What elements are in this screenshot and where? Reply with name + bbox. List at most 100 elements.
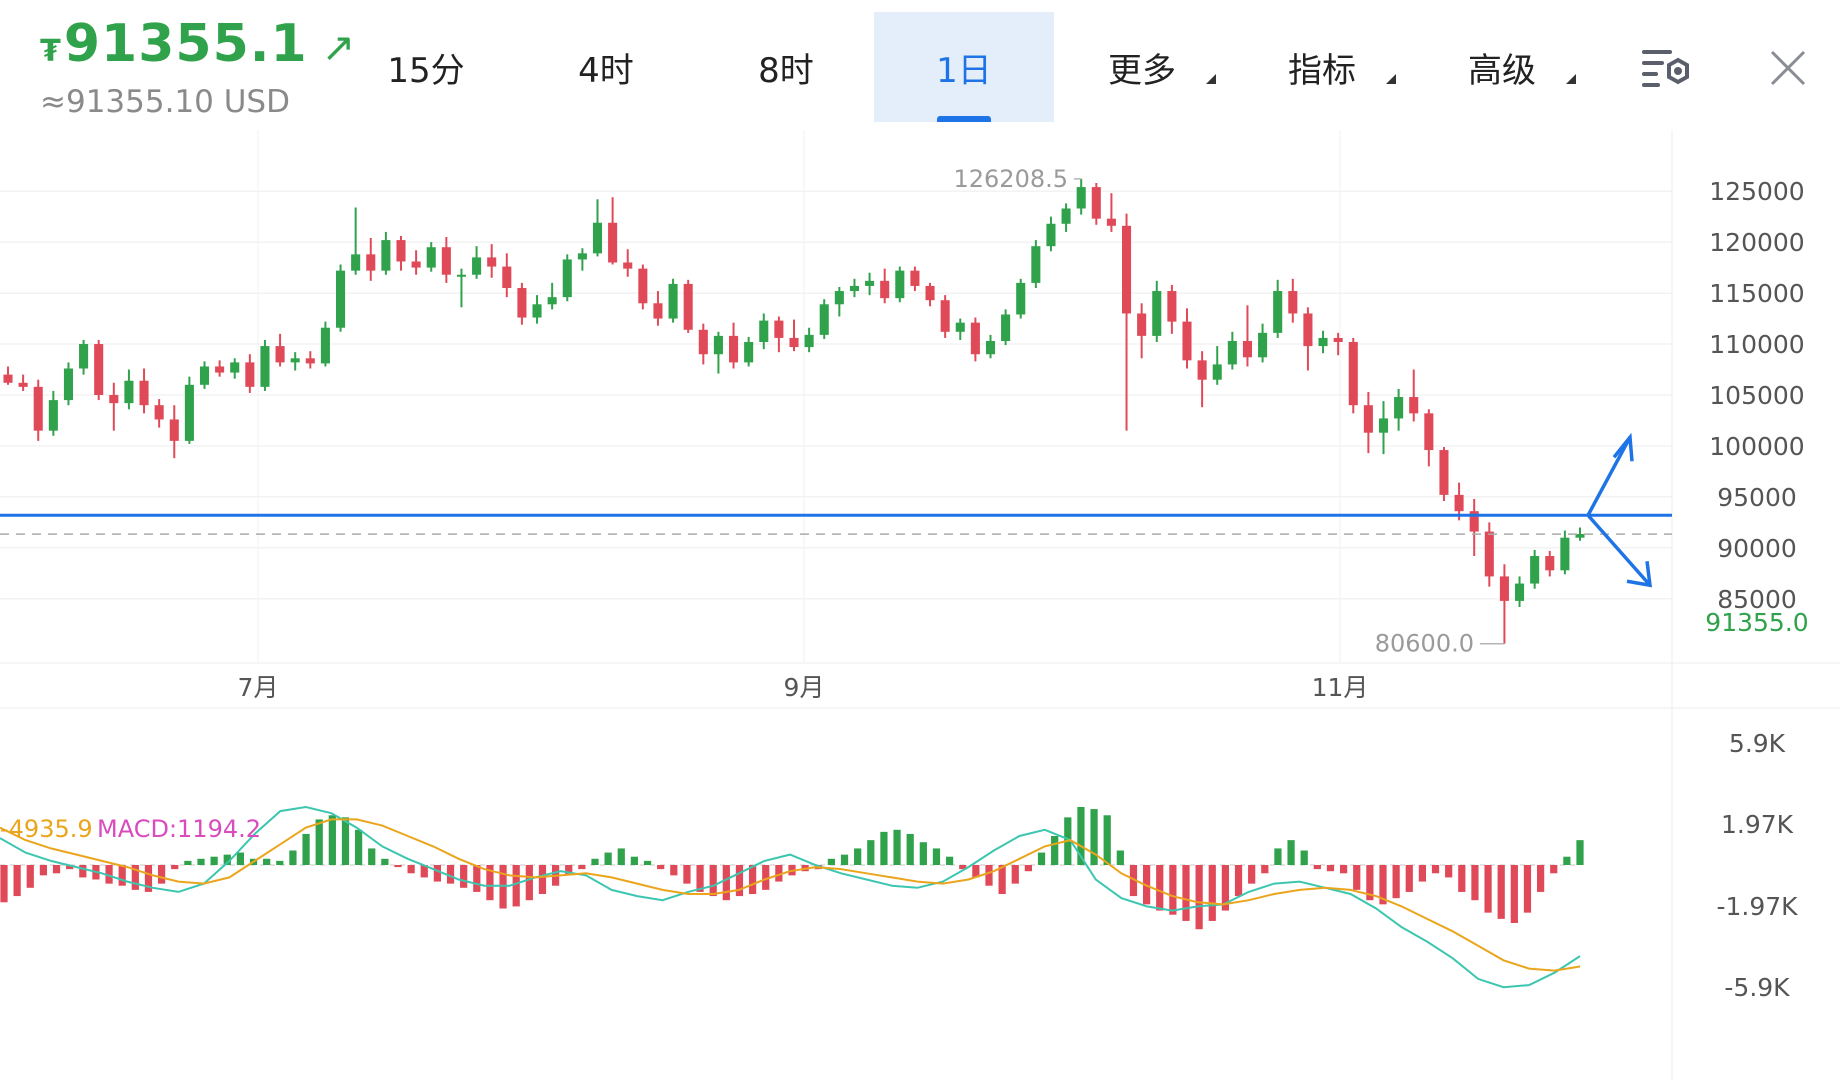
price-tick-label: 120000 <box>1709 228 1804 257</box>
macd-bar <box>1274 848 1282 865</box>
tab-1d[interactable]: 1日 <box>874 12 1054 122</box>
macd-bar <box>144 865 153 892</box>
candle-body <box>1515 583 1525 601</box>
tab-more[interactable]: 更多 <box>1052 12 1232 122</box>
macd-bar <box>1248 865 1256 884</box>
candle-body <box>1076 187 1086 209</box>
header: ₮91355.1 ↗ ≈91355.10 USD 15分 4时 8时 1日 更多 … <box>0 0 1840 130</box>
candle-body <box>970 322 980 355</box>
current-price: ₮91355.1 ↗ <box>40 14 356 74</box>
macd-bar <box>1051 836 1059 865</box>
arrow-up-right-icon: ↗ <box>321 25 357 71</box>
candle-body <box>789 337 799 348</box>
macd-bar <box>893 829 901 865</box>
macd-bar <box>1169 865 1177 915</box>
macd-bar <box>315 819 323 865</box>
macd-bar <box>39 865 48 876</box>
macd-bar <box>105 865 113 884</box>
tab-8h[interactable]: 8时 <box>696 12 876 122</box>
price-tick-label: 85000 <box>1717 585 1797 614</box>
candle-body <box>1152 291 1162 336</box>
candle-body <box>653 303 663 319</box>
macd-bar <box>945 856 954 865</box>
macd-bar <box>959 865 967 870</box>
macd-bar <box>1510 865 1518 923</box>
macd-bar <box>1313 865 1321 870</box>
macd-bar <box>525 865 533 901</box>
tab-15m[interactable]: 15分 <box>336 12 516 122</box>
macd-bar <box>1300 850 1308 865</box>
macd-bar <box>932 848 941 865</box>
macd-tick-label: -1.97K <box>1716 892 1798 921</box>
price-chart[interactable]: 125000 120000 115000 110000 105000 100000 9500… <box>0 130 1840 1080</box>
candle-body <box>668 283 678 319</box>
candle-body <box>260 346 270 387</box>
macd-bar <box>512 865 520 907</box>
macd-bar <box>657 865 665 870</box>
macd-bar <box>1366 865 1374 901</box>
candle-body <box>547 297 557 305</box>
candle-body <box>184 384 194 441</box>
candle-body <box>230 362 240 373</box>
candle-body <box>955 322 965 332</box>
macd-bar <box>446 865 455 884</box>
macd-bar <box>998 865 1006 894</box>
tab-indicators[interactable]: 指标 <box>1232 12 1412 122</box>
close-icon[interactable] <box>1768 48 1808 88</box>
macd-bar <box>394 865 402 868</box>
macd-bar <box>696 865 704 892</box>
macd-bar <box>1563 856 1571 865</box>
candle-body <box>1333 337 1343 342</box>
macd-tick-label: -5.9K <box>1724 973 1790 1002</box>
candle-body <box>3 374 13 383</box>
macd-bar <box>617 848 625 865</box>
chart-grid <box>0 130 1840 1080</box>
candle-body <box>1258 332 1268 358</box>
currency-symbol: ₮ <box>40 34 62 69</box>
candle-body <box>366 254 376 271</box>
candle-body <box>592 222 603 254</box>
macd-bar <box>591 858 599 865</box>
candle-body <box>985 340 996 355</box>
macd-bar <box>604 852 612 865</box>
macd-bar <box>972 865 980 878</box>
candle-body <box>1424 413 1434 451</box>
candle-body <box>320 327 330 364</box>
candle-body <box>1242 340 1252 358</box>
candle-body <box>1197 360 1207 380</box>
candle-body <box>245 362 255 387</box>
macd-bar <box>197 858 205 865</box>
macd-bar <box>157 865 166 884</box>
macd-bar <box>13 865 21 897</box>
macd-bar <box>1445 865 1453 878</box>
candle-body <box>517 287 527 318</box>
candle-body <box>154 405 164 420</box>
candle-body <box>426 247 436 268</box>
macd-bar <box>1037 852 1046 865</box>
macd-bar <box>538 865 547 894</box>
macd-bar <box>171 865 179 870</box>
macd-bar <box>722 865 730 901</box>
chart-settings-icon[interactable] <box>1640 48 1692 90</box>
macd-bar <box>643 860 652 865</box>
tab-advanced[interactable]: 高级 <box>1412 12 1592 122</box>
macd-bar <box>1431 865 1440 874</box>
macd-bar <box>433 865 442 882</box>
tab-4h[interactable]: 4时 <box>516 12 696 122</box>
candle-body <box>79 344 89 369</box>
arrow-up-line <box>1586 436 1632 517</box>
candle-body <box>351 254 361 271</box>
macd-bar <box>709 865 717 897</box>
candle-body <box>532 304 542 318</box>
candlesticks <box>3 178 1585 644</box>
candle-body <box>1212 364 1222 380</box>
macd-bar <box>578 865 586 870</box>
candle-body <box>1182 321 1192 361</box>
macd-bar <box>1353 865 1361 890</box>
macd-bar <box>1471 865 1479 901</box>
candle-body <box>774 320 784 338</box>
macd-bar <box>762 865 770 890</box>
candle-body <box>1303 313 1313 347</box>
macd-bar <box>1182 865 1190 921</box>
candle-body <box>441 247 451 275</box>
